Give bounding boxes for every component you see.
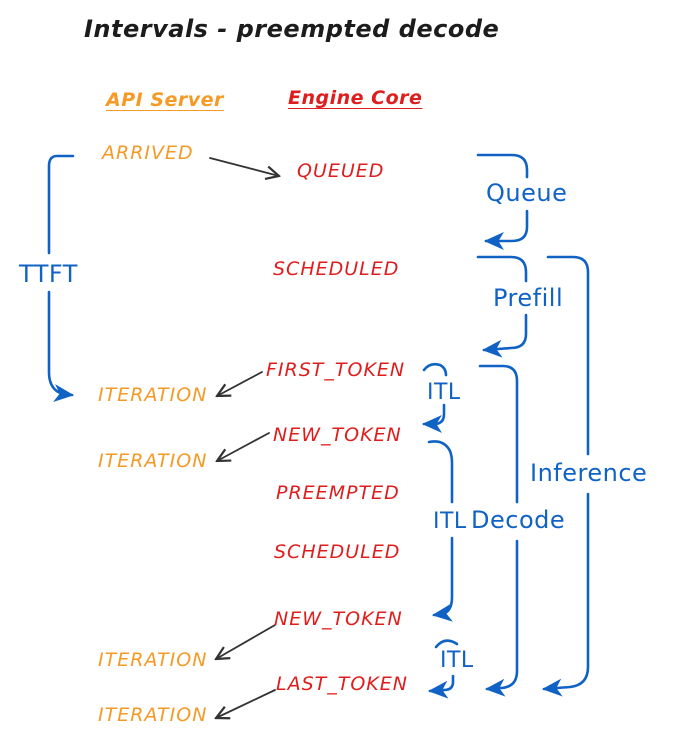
arrow-newtoken2-iteration bbox=[216, 624, 276, 659]
ttft-bracket bbox=[47, 154, 75, 402]
event-scheduled-2: SCHEDULED bbox=[274, 541, 401, 563]
itl-first-bracket bbox=[422, 362, 448, 433]
event-preempted: PREEMPTED bbox=[276, 482, 400, 504]
event-new-token-2: NEW_TOKEN bbox=[274, 608, 403, 630]
itl-last-bracket bbox=[428, 639, 459, 699]
interval-label-itl-last: ITL bbox=[440, 648, 474, 673]
event-iteration-2: ITERATION bbox=[98, 450, 208, 472]
event-first-token: FIRST_TOKEN bbox=[266, 359, 406, 381]
interval-label-queue: Queue bbox=[486, 179, 568, 207]
event-queued: QUEUED bbox=[297, 160, 385, 182]
prefill-bracket bbox=[476, 255, 528, 358]
event-iteration-3: ITERATION bbox=[98, 649, 208, 671]
queue-bracket bbox=[476, 153, 529, 250]
arrow-newtoken-iteration bbox=[217, 432, 270, 461]
itl-preempt-bracket bbox=[427, 440, 454, 622]
event-new-token-1: NEW_TOKEN bbox=[273, 424, 402, 446]
arrow-firsttoken-iteration bbox=[217, 371, 263, 396]
inference-bracket bbox=[542, 255, 590, 697]
event-last-token: LAST_TOKEN bbox=[276, 673, 408, 695]
interval-label-decode: Decode bbox=[471, 506, 566, 534]
decode-bracket bbox=[478, 364, 519, 697]
event-scheduled-1: SCHEDULED bbox=[273, 258, 400, 280]
diagram-title: Intervals - preempted decode bbox=[84, 15, 500, 43]
interval-label-inference: Inference bbox=[530, 459, 648, 487]
event-iteration-4: ITERATION bbox=[98, 704, 208, 726]
event-arrived: ARRIVED bbox=[102, 142, 194, 164]
event-iteration-1: ITERATION bbox=[98, 384, 208, 406]
interval-label-prefill: Prefill bbox=[493, 284, 564, 312]
column-header-engine-core: Engine Core bbox=[288, 87, 423, 109]
interval-label-ttft: TTFT bbox=[19, 260, 78, 288]
interval-label-itl-first: ITL bbox=[427, 380, 461, 405]
arrow-arrived-queued bbox=[209, 157, 279, 176]
arrow-lasttoken-iteration bbox=[216, 689, 276, 718]
interval-label-itl-preempt: ITL bbox=[433, 509, 467, 534]
column-header-api-server: API Server bbox=[106, 89, 224, 111]
